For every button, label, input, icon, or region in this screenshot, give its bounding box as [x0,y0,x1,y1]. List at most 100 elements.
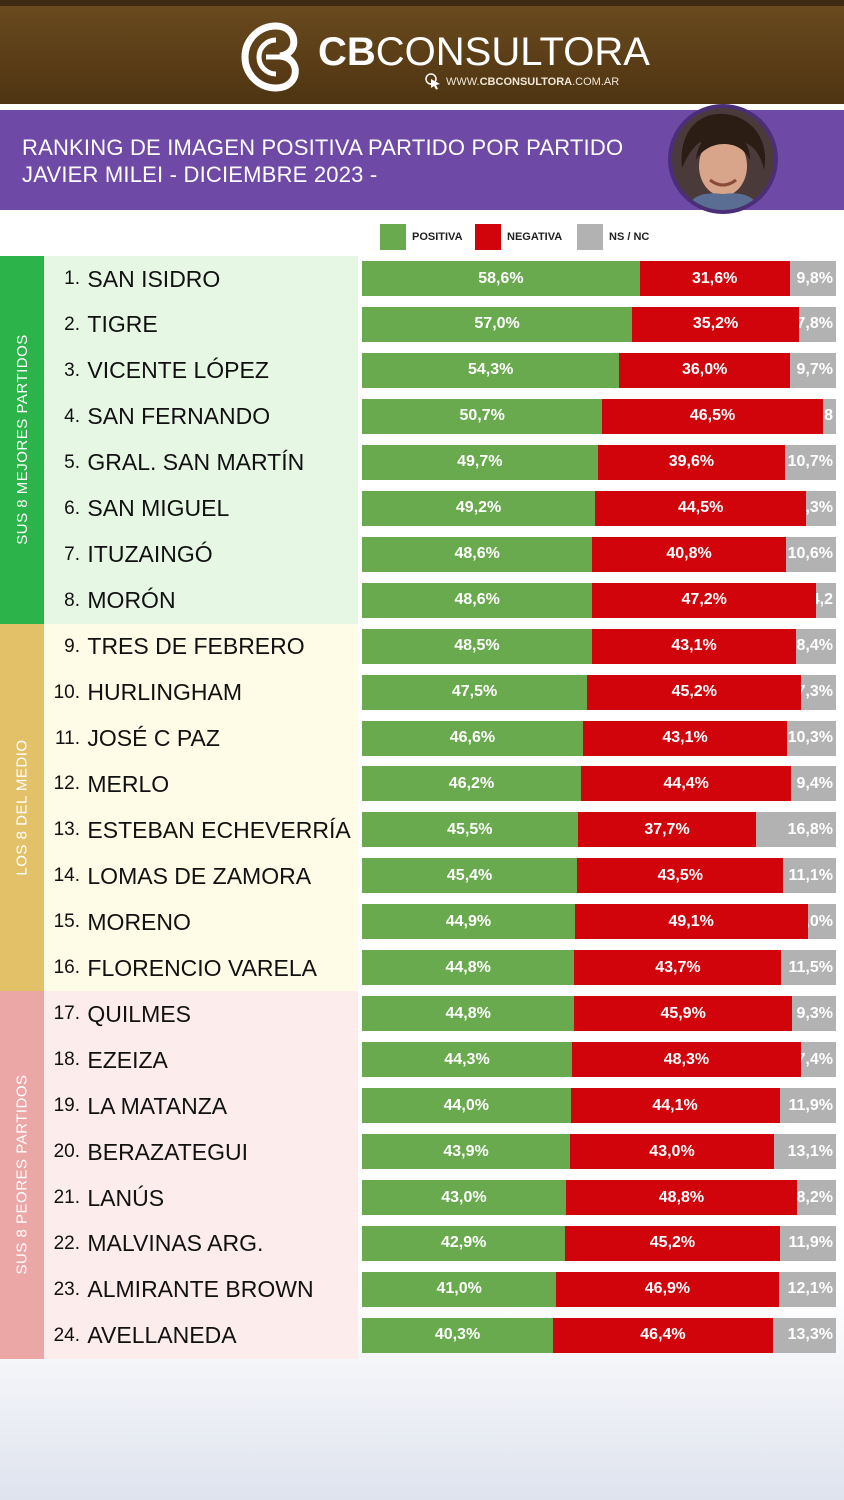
data-label: 44,0% [443,1096,489,1114]
bar-positiva: 45,5% [362,812,578,848]
bar-negativa: 46,5% [602,398,823,434]
data-label: 49,7% [457,453,503,471]
bar-nsnc: 13,1% [773,1134,836,1170]
bar-negativa: 43,7% [574,950,782,986]
data-label: 48,8% [658,1188,705,1206]
data-label: 41,0% [436,1280,482,1298]
row-label: 20. BERAZATEGUI [44,1129,358,1175]
group-background [44,256,358,624]
header-bar: CBCONSULTORA WWW.CBCONSULTORA.COM.AR [0,0,844,104]
rank-number: 18. [53,1049,80,1071]
data-label: 9,7% [796,361,833,379]
bar-positiva: 46,2% [362,766,581,802]
rank-number: 11. [54,727,80,749]
data-label: 4,2 [816,591,833,609]
rank-number: 10. [53,681,80,703]
bar-negativa: 44,5% [595,490,807,526]
data-label: 9,4% [796,774,833,792]
bar-negativa: 43,1% [591,628,797,664]
row-label: 15. MORENO [44,899,358,945]
bar-positiva: 43,0% [362,1180,566,1215]
rank-number: 17. [53,1003,80,1025]
group-tab-medio: LOS 8 DEL MEDIO [0,623,44,992]
bar-nsnc: 7,8% [799,306,836,342]
row-label: 16. FLORENCIO VARELA [44,945,358,991]
partido-name: ITUZAINGÓ [81,541,213,568]
row-label: 24. AVELLANEDA [44,1313,358,1359]
data-label: 9,8% [796,269,833,287]
data-label: 11,1% [788,866,833,884]
row-label: 17. QUILMES [44,991,358,1037]
bar-nsnc: 9,8% [789,261,836,296]
bar-positiva: 44,9% [362,904,575,940]
bar-negativa: 48,8% [565,1180,798,1215]
bar-positiva: 44,8% [362,950,575,986]
row-label: 18. EZEIZA [44,1037,358,1083]
bar-negativa: 47,2% [592,582,817,618]
bar-positiva: 49,2% [362,490,596,526]
data-label: 58,6% [478,269,524,287]
data-label: 49,2% [455,499,502,517]
bar-positiva: 48,6% [362,582,593,618]
bar-nsnc: 9,4% [791,766,836,802]
data-label: 39,6% [668,453,715,471]
website-link[interactable]: WWW.CBCONSULTORA.COM.AR [446,76,620,88]
row-label: 22. MALVINAS ARG. [44,1221,358,1267]
partido-name: LOMAS DE ZAMORA [81,862,312,889]
bar-positiva: 40,3% [362,1317,554,1353]
data-label: 8,2% [797,1188,833,1206]
bar-negativa: 44,1% [570,1088,780,1124]
data-label: 40,8% [666,545,712,563]
row-label: 9. TRES DE FEBRERO [44,624,358,670]
data-label: 11,9% [788,1096,833,1114]
row-label: 10. HURLINGHAM [44,670,358,716]
row-label: 8. MORÓN [44,578,358,624]
bar-nsnc: 11,1% [783,858,836,894]
bar-positiva: 42,9% [362,1225,566,1261]
bar-positiva: 44,0% [362,1088,571,1124]
legend-label-nsnc: NS / NC [609,231,650,243]
data-label: 6,3% [806,499,833,517]
row-label: 21. LANÚS [44,1175,358,1221]
bar-negativa: 48,3% [571,1042,801,1078]
data-label: 43,1% [671,637,717,655]
data-label: 46,6% [449,729,496,746]
partido-name: VICENTE LÓPEZ [81,357,269,384]
data-label: 11,5% [788,958,833,976]
data-label: 48,3% [663,1050,710,1068]
rank-number: 22. [53,1232,80,1254]
bar-positiva: 48,5% [362,628,592,664]
data-label: 47,5% [451,683,498,701]
rank-number: 19. [53,1095,80,1117]
data-label: 46,5% [689,407,736,425]
group-tab-mejores: SUS 8 MEJORES PARTIDOS [0,256,44,624]
bar-negativa: 43,5% [577,858,784,894]
data-label: 43,0% [649,1142,695,1160]
partido-name: QUILMES [81,1000,191,1027]
data-label: 46,9% [644,1280,691,1298]
data-label: 43,9% [443,1142,489,1160]
data-label: 10,7% [787,453,833,471]
data-label: 48,6% [454,591,500,609]
data-label: 7,4% [800,1050,833,1068]
bar-negativa: 46,9% [556,1271,779,1307]
partido-name: FLORENCIO VARELA [81,954,318,981]
legend: POSITIVA NEGATIVA NS / NC [0,224,844,250]
data-label: 43,5% [657,866,703,884]
legend-item-positiva: POSITIVA [380,224,463,250]
bar-nsnc: 11,9% [779,1088,836,1124]
data-label: 13,3% [787,1326,833,1344]
bar-negativa: 43,0% [570,1134,774,1170]
bar-negativa: 46,4% [553,1317,773,1353]
bar-nsnc: 16,8% [756,812,836,848]
rank-number: 20. [53,1141,80,1163]
partido-name: AVELLANEDA [81,1322,237,1349]
rank-number: 12. [53,773,80,795]
bar-positiva: 54,3% [362,352,620,388]
data-label: 48,5% [454,637,500,655]
data-label: 47,2% [681,591,727,609]
row-label: 1. SAN ISIDRO [44,256,358,302]
data-label: 44,3% [444,1050,490,1068]
partido-name: JOSÉ C PAZ [81,725,220,751]
partido-name: TRES DE FEBRERO [81,633,305,660]
